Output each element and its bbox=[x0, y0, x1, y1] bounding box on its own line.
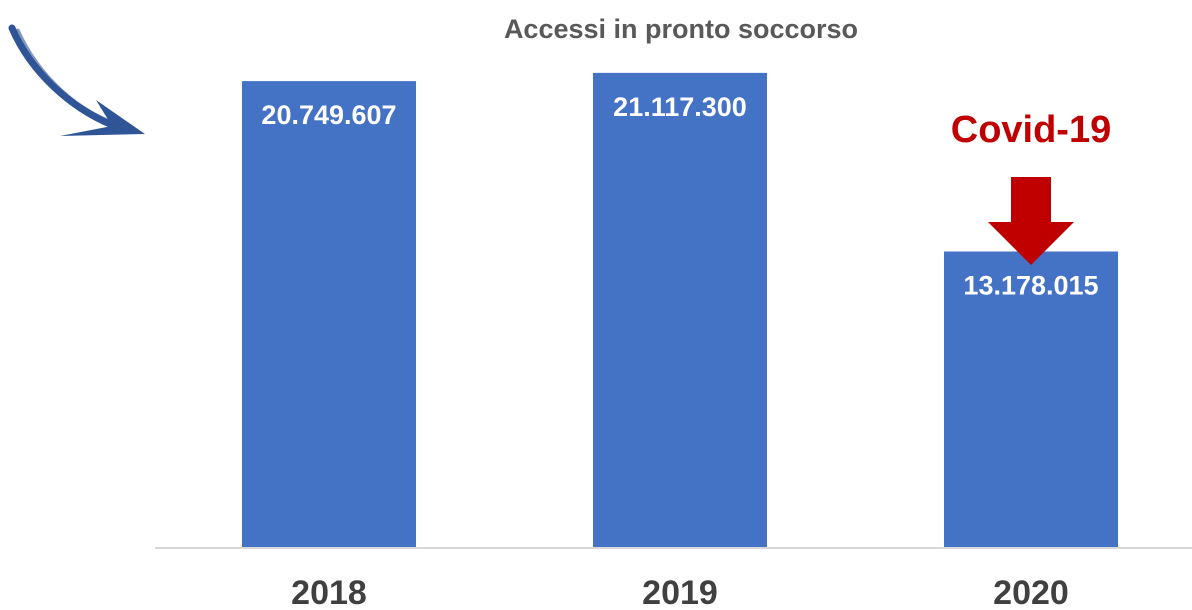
x-tick-label-2020: 2020 bbox=[993, 574, 1069, 610]
value-label-2019: 21.117.300 bbox=[613, 92, 747, 122]
arrow-down-icon bbox=[988, 177, 1074, 265]
chart-title: Accessi in pronto soccorso bbox=[504, 14, 858, 44]
bar-2018 bbox=[242, 81, 416, 548]
bar-2020 bbox=[944, 251, 1118, 548]
curved-arrow-icon bbox=[8, 24, 145, 136]
value-label-2018: 20.749.607 bbox=[261, 100, 396, 130]
x-tick-label-2019: 2019 bbox=[642, 574, 718, 610]
value-label-2020: 13.178.015 bbox=[963, 270, 1098, 300]
x-tick-label-2018: 2018 bbox=[291, 574, 367, 610]
covid-annotation-label: Covid-19 bbox=[951, 109, 1111, 151]
bar-2019 bbox=[593, 72, 767, 548]
